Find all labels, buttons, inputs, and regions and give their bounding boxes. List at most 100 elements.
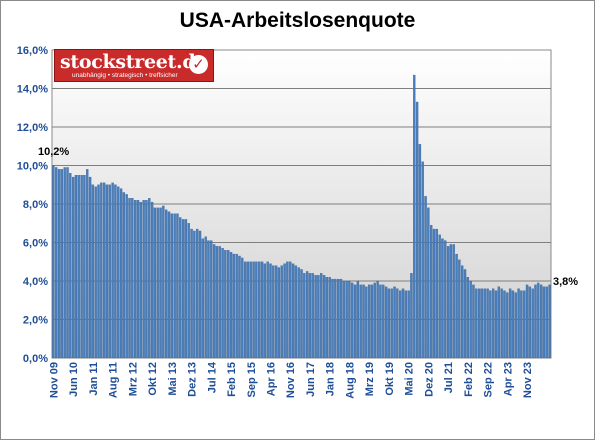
y-tick-label: 10,0%: [17, 161, 48, 173]
bar: [475, 288, 478, 359]
bar: [458, 259, 461, 359]
x-tick-label: Jun 10: [68, 362, 80, 397]
bar: [170, 213, 174, 359]
bar: [548, 284, 551, 359]
bar: [461, 265, 464, 359]
bar: [390, 288, 393, 359]
bar: [272, 265, 275, 359]
bar: [181, 219, 185, 359]
bar: [432, 228, 436, 359]
bar: [80, 175, 83, 359]
bar: [334, 278, 337, 359]
bar: [455, 253, 458, 359]
annotation-end: 3,8%: [553, 276, 578, 288]
bar: [164, 209, 168, 359]
bar: [114, 184, 117, 359]
bar: [131, 198, 134, 359]
bar: [277, 267, 281, 359]
bar: [148, 198, 151, 359]
bar: [63, 167, 66, 359]
bar: [249, 261, 252, 359]
bar: [258, 261, 261, 359]
bar: [362, 284, 365, 359]
bar: [472, 284, 475, 359]
x-tick-label: Jun 17: [305, 362, 317, 397]
x-tick-label: Nov 16: [285, 362, 297, 398]
bar: [365, 286, 368, 359]
x-tick-label: Mrz 12: [127, 362, 139, 396]
bar: [314, 275, 317, 359]
bar: [255, 261, 258, 359]
bar: [359, 284, 362, 359]
bar: [311, 273, 314, 359]
bar: [489, 290, 492, 359]
bar: [308, 273, 312, 359]
bar: [252, 261, 255, 359]
bar: [534, 284, 537, 359]
bar: [446, 246, 450, 359]
bar: [497, 286, 501, 359]
bar: [167, 211, 171, 359]
bar: [91, 184, 95, 359]
bar: [508, 288, 512, 359]
bar: [396, 288, 399, 359]
bar: [176, 213, 179, 359]
bar: [269, 263, 272, 359]
chart-title: USA-Arbeitslosenquote: [179, 9, 416, 32]
bar: [196, 228, 199, 359]
bar: [525, 284, 529, 359]
x-tick-label: Aug 11: [108, 362, 120, 398]
bar: [421, 161, 424, 359]
bar: [102, 182, 106, 359]
bar: [142, 200, 145, 359]
bar: [328, 277, 331, 359]
bar: [235, 253, 238, 359]
bar: [229, 252, 233, 359]
bar: [94, 186, 97, 359]
bar: [503, 290, 506, 359]
bar: [300, 269, 303, 359]
check-icon: ✓: [189, 55, 208, 74]
y-tick-label: 6,0%: [23, 238, 48, 250]
bar: [480, 288, 484, 359]
logo-name: stockstreet.de: [60, 51, 208, 73]
bar: [382, 284, 385, 359]
bar: [210, 240, 213, 359]
x-tick-label: Mrz 19: [364, 362, 376, 396]
x-tick-label: Dez 20: [423, 362, 435, 397]
x-tick-label: Apr 16: [265, 362, 277, 396]
bar: [139, 201, 142, 359]
bar: [241, 257, 244, 359]
x-tick-label: Sep 22: [483, 362, 495, 397]
bar: [88, 176, 92, 359]
bar: [356, 280, 360, 359]
bar: [227, 250, 230, 359]
bar: [289, 261, 292, 359]
bar: [60, 169, 64, 359]
bar: [387, 288, 391, 359]
bar: [542, 286, 546, 359]
bar: [494, 290, 498, 359]
bar: [404, 290, 407, 359]
bar: [322, 275, 326, 359]
bar: [463, 269, 467, 359]
bar: [156, 207, 159, 359]
bar: [441, 238, 444, 359]
bar: [483, 288, 486, 359]
bar: [238, 255, 241, 359]
bar: [74, 175, 78, 359]
bar: [348, 280, 351, 359]
bar: [545, 286, 548, 359]
y-tick-label: 2,0%: [23, 315, 48, 327]
bar: [71, 176, 75, 359]
bar: [294, 265, 298, 359]
bar: [531, 288, 534, 359]
x-tick-label: Jul 21: [443, 362, 455, 393]
bar: [398, 290, 402, 359]
bar: [66, 167, 69, 359]
bar: [108, 184, 111, 359]
bar: [207, 240, 210, 359]
bar: [520, 290, 523, 359]
bar: [297, 267, 300, 359]
bar: [373, 282, 376, 359]
